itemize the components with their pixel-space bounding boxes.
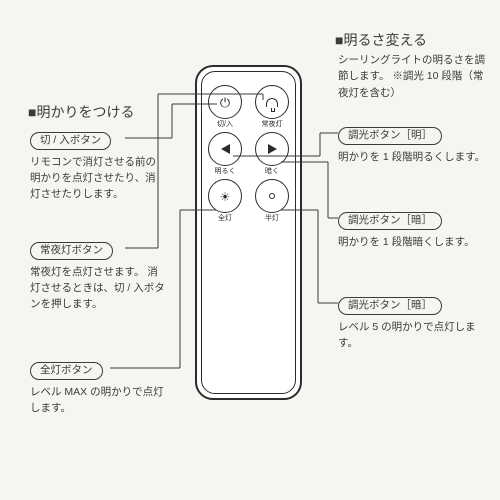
button-label: 明るく xyxy=(209,166,241,176)
callout-brighter: 調光ボタン［明］ 明かりを 1 段階明るくします。 xyxy=(338,125,488,165)
callout-label: 調光ボタン［暗］ xyxy=(338,212,442,230)
bright-button[interactable]: 明るく xyxy=(208,132,242,166)
dim-button[interactable]: 暗く xyxy=(255,132,289,166)
callout-label: 調光ボタン［暗］ xyxy=(338,297,442,315)
triangle-right-icon xyxy=(268,144,277,154)
callout-dimmer: 調光ボタン［暗］ 明かりを 1 段階暗くします。 xyxy=(338,210,488,250)
half-button[interactable]: 半灯 xyxy=(255,179,289,213)
button-label: 切/入 xyxy=(209,119,241,129)
button-label: 暗く xyxy=(256,166,288,176)
callout-full: 全灯ボタン レベル MAX の明かりで点灯します。 xyxy=(30,360,165,416)
left-section-title: ■明かりをつける xyxy=(28,102,134,122)
lamp-icon xyxy=(266,98,278,107)
callout-label: 常夜灯ボタン xyxy=(30,242,113,260)
callout-desc: リモコンで消灯させる前の明かりを点灯させたり、消灯させたりします。 xyxy=(30,154,165,203)
callout-desc: 常夜灯を点灯させます。 消灯させるときは、切 / 入ボタンを押します。 xyxy=(30,264,165,313)
power-button[interactable]: ⏻ 切/入 xyxy=(208,85,242,119)
right-section-desc: シーリングライトの明るさを調節します。 ※調光 10 段階（常夜灯を含む） xyxy=(338,52,493,101)
full-button[interactable]: 全灯 xyxy=(208,179,242,213)
button-label: 常夜灯 xyxy=(256,119,288,129)
callout-half: 調光ボタン［暗］ レベル 5 の明かりで点灯します。 xyxy=(338,295,488,351)
remote: ⏻ 切/入 常夜灯 明るく 暗く 全灯 半灯 xyxy=(195,65,302,400)
callout-desc: レベル 5 の明かりで点灯します。 xyxy=(338,319,488,352)
callout-label: 切 / 入ボタン xyxy=(30,132,111,150)
callout-power: 切 / 入ボタン リモコンで消灯させる前の明かりを点灯させたり、消灯させたりしま… xyxy=(30,130,165,202)
button-grid: ⏻ 切/入 常夜灯 明るく 暗く 全灯 半灯 xyxy=(208,85,289,213)
power-icon: ⏻ xyxy=(220,96,230,109)
triangle-left-icon xyxy=(221,144,230,154)
callout-desc: 明かりを 1 段階暗くします。 xyxy=(338,234,488,250)
callout-label: 全灯ボタン xyxy=(30,362,103,380)
callout-desc: レベル MAX の明かりで点灯します。 xyxy=(30,384,165,417)
callout-desc: 明かりを 1 段階明るくします。 xyxy=(338,149,488,165)
button-label: 全灯 xyxy=(209,213,241,223)
button-label: 半灯 xyxy=(256,213,288,223)
night-button[interactable]: 常夜灯 xyxy=(255,85,289,119)
callout-night: 常夜灯ボタン 常夜灯を点灯させます。 消灯させるときは、切 / 入ボタンを押しま… xyxy=(30,240,165,312)
right-section-title: ■明るさ変える xyxy=(335,30,427,50)
sun-icon xyxy=(220,190,231,203)
callout-label: 調光ボタン［明］ xyxy=(338,127,442,145)
dot-icon xyxy=(269,193,275,199)
